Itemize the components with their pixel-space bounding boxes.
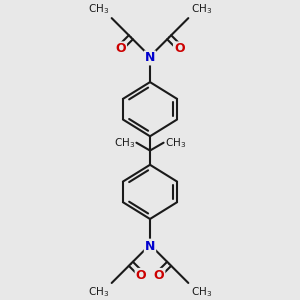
Text: O: O xyxy=(154,269,164,282)
Text: O: O xyxy=(174,42,184,56)
Text: CH$_3$: CH$_3$ xyxy=(190,2,212,16)
Text: CH$_3$: CH$_3$ xyxy=(88,285,109,299)
Text: CH$_3$: CH$_3$ xyxy=(190,285,212,299)
Text: N: N xyxy=(145,240,155,253)
Text: N: N xyxy=(145,51,155,64)
Text: CH$_3$: CH$_3$ xyxy=(88,2,109,16)
Text: O: O xyxy=(116,42,126,56)
Text: O: O xyxy=(136,269,146,282)
Text: CH$_3$: CH$_3$ xyxy=(114,136,135,150)
Text: CH$_3$: CH$_3$ xyxy=(165,136,186,150)
